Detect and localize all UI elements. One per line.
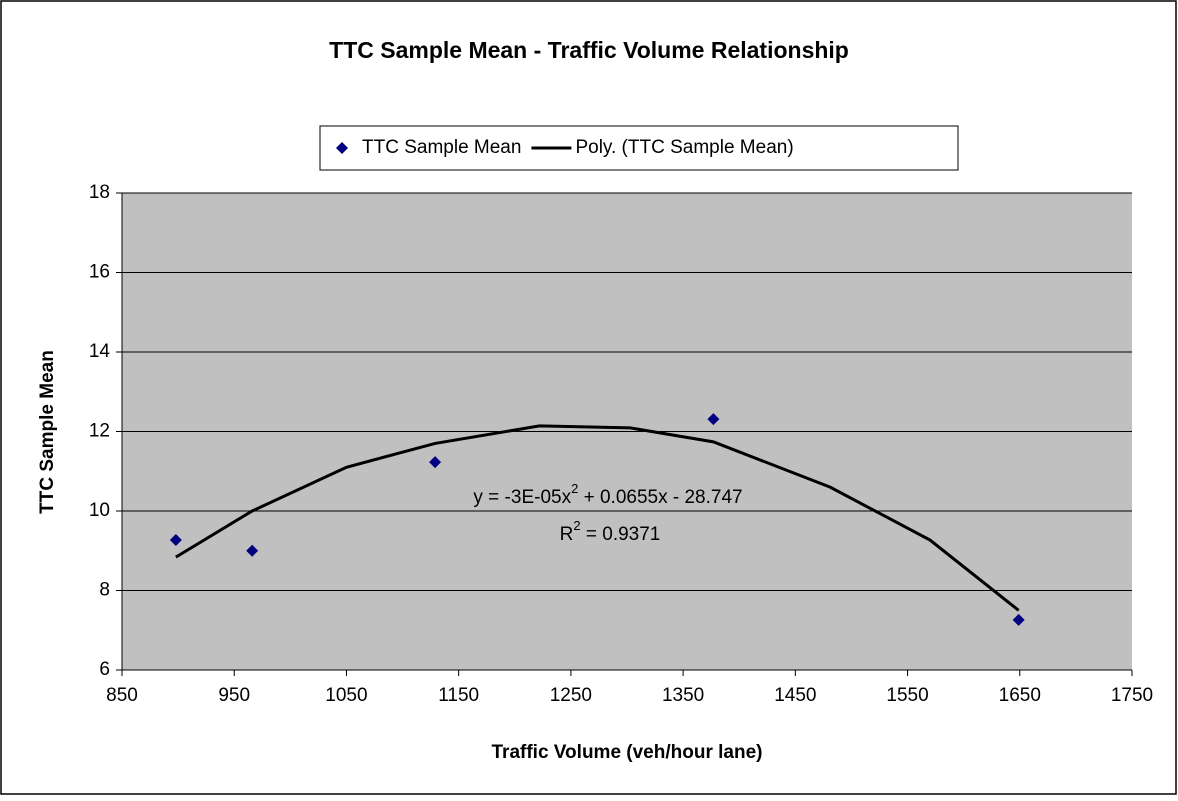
legend-label: Poly. (TTC Sample Mean) xyxy=(575,137,793,158)
y-axis-label: TTC Sample Mean xyxy=(37,350,58,514)
r-squared-part: = 0.9371 xyxy=(581,524,661,545)
legend-label: TTC Sample Mean xyxy=(362,137,521,158)
legend-box xyxy=(319,125,959,171)
legend-swatch xyxy=(336,142,348,154)
x-tick-label: 850 xyxy=(106,685,138,706)
r-squared-part: 2 xyxy=(573,518,580,533)
y-tick-label: 8 xyxy=(99,580,110,601)
trend-line xyxy=(175,424,1020,612)
x-tick-label: 1150 xyxy=(438,685,479,706)
trend-equation: y = -3E-05x2 + 0.0655x - 28.747 xyxy=(473,481,742,508)
chart-title: TTC Sample Mean - Traffic Volume Relatio… xyxy=(329,37,849,63)
y-tick-label: 16 xyxy=(89,262,110,283)
x-tick-label: 1750 xyxy=(1111,685,1153,706)
data-point xyxy=(429,456,442,469)
trend-equation-part: 2 xyxy=(571,481,578,496)
x-tick-label: 1050 xyxy=(325,685,367,706)
y-tick-label: 10 xyxy=(89,500,110,521)
y-tick-label: 18 xyxy=(89,182,110,203)
x-tick-label: 1550 xyxy=(886,685,928,706)
trend-equation-part: + 0.0655x - 28.747 xyxy=(578,487,742,508)
y-tick-label: 14 xyxy=(89,341,111,362)
data-point xyxy=(169,534,182,547)
x-axis-label: Traffic Volume (veh/hour lane) xyxy=(492,742,763,763)
trend-equation-part: y = -3E-05x xyxy=(473,487,571,508)
data-point xyxy=(1012,613,1025,626)
x-tick-label: 1250 xyxy=(550,685,592,706)
x-tick-label: 1650 xyxy=(999,685,1041,706)
y-tick-label: 6 xyxy=(99,659,110,680)
x-tick-label: 1450 xyxy=(774,685,816,706)
y-tick-label: 12 xyxy=(89,421,110,442)
r-squared-part: R xyxy=(560,524,574,545)
data-point xyxy=(246,544,259,557)
x-tick-label: 1350 xyxy=(662,685,704,706)
r-squared: R2 = 0.9371 xyxy=(560,518,661,545)
data-point xyxy=(707,413,720,426)
x-tick-label: 950 xyxy=(218,685,250,706)
